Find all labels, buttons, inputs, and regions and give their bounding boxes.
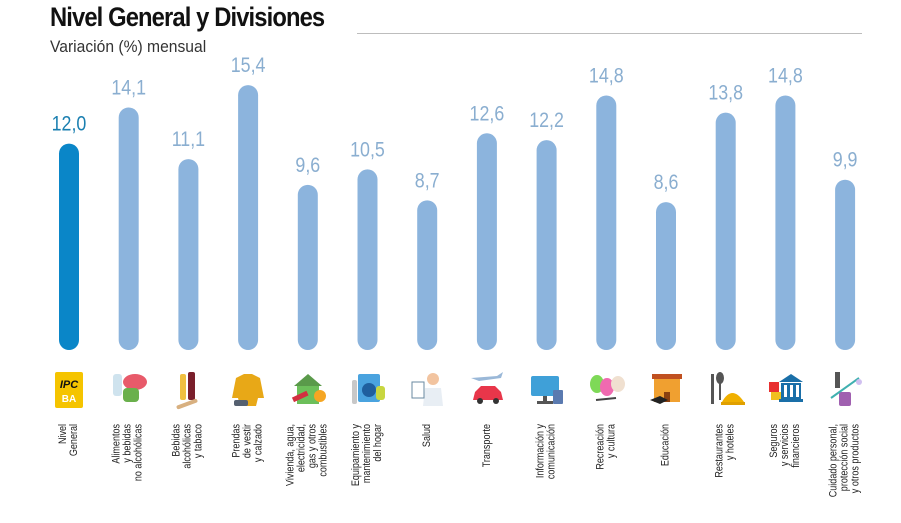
household-appliance-icon: [348, 368, 388, 412]
value-label: 8,7: [415, 169, 440, 193]
svg-text:BA: BA: [62, 394, 76, 405]
category-label-text: Transporte: [480, 424, 493, 468]
transport-icon: [467, 368, 507, 412]
bar: [775, 95, 796, 350]
computer-icon: [527, 368, 567, 412]
value-label: 15,4: [231, 54, 266, 78]
category-label-text: Vivienda, agua, electricidad, gas y otro…: [284, 424, 330, 487]
value-label: 12,0: [52, 112, 87, 136]
value-label: 11,1: [172, 128, 205, 152]
value-label: 13,8: [708, 81, 743, 105]
category-label-text: Salud: [420, 424, 433, 448]
doctor-icon: [407, 368, 447, 412]
value-label: 9,6: [295, 154, 320, 178]
restaurant-icon: [706, 368, 746, 412]
category-label-text: Equipamiento y mantenimiento del hogar: [350, 424, 384, 487]
bar: [536, 140, 557, 350]
category-label-text: Alimentos y bebidas no alcohólicas: [111, 424, 146, 482]
theater-masks-icon: [586, 368, 626, 412]
bar: [715, 112, 736, 350]
value-label: 9,9: [833, 148, 858, 172]
category-label-text: Seguros y servicios financieros: [767, 424, 802, 468]
category-label-text: Bebidas alcohólicas y tabaco: [170, 424, 205, 469]
school-building-icon: [646, 368, 686, 412]
value-label: 12,2: [529, 109, 564, 133]
bar: [476, 133, 497, 350]
bar: [118, 107, 139, 350]
value-label: 14,8: [589, 64, 624, 88]
value-label: 12,6: [470, 102, 505, 126]
title-rule: [357, 33, 862, 34]
category-label-text: Educación: [659, 424, 672, 467]
svg-text:IPC: IPC: [60, 379, 79, 391]
bar: [238, 85, 259, 351]
bar: [357, 169, 378, 350]
value-label: 14,1: [111, 76, 146, 100]
bar: [596, 95, 617, 350]
category-label-text: Recreación y cultura: [594, 424, 618, 470]
clothing-icon: [228, 368, 268, 412]
housing-icon: [288, 368, 328, 412]
chart-title: Nivel General y Divisiones: [50, 2, 325, 32]
bar: [417, 200, 438, 350]
bar: [59, 143, 79, 350]
category-label-text: Prendas de vestir y calzado: [230, 424, 265, 463]
food-icon: [109, 368, 149, 412]
category-label-text: Cuidado personal, protección social y ot…: [827, 424, 862, 498]
drinks-tobacco-icon: [168, 368, 208, 412]
value-label: 14,8: [768, 64, 803, 88]
personal-care-icon: [825, 368, 865, 412]
value-label: 8,6: [654, 171, 679, 195]
category-label-text: Información y comunicación: [534, 424, 558, 480]
ipc-ba-logo-icon: IPC BA: [49, 368, 89, 412]
bar: [178, 159, 199, 350]
category-label-text: Restaurantes y hoteles: [713, 424, 737, 478]
bar: [835, 179, 856, 350]
category-label-text: Nivel General: [57, 424, 80, 457]
chart-subtitle: Variación (%) mensual: [50, 37, 207, 56]
bank-icon: [765, 368, 805, 412]
value-label: 10,5: [350, 138, 385, 162]
bar: [297, 184, 318, 350]
bar: [656, 202, 676, 350]
